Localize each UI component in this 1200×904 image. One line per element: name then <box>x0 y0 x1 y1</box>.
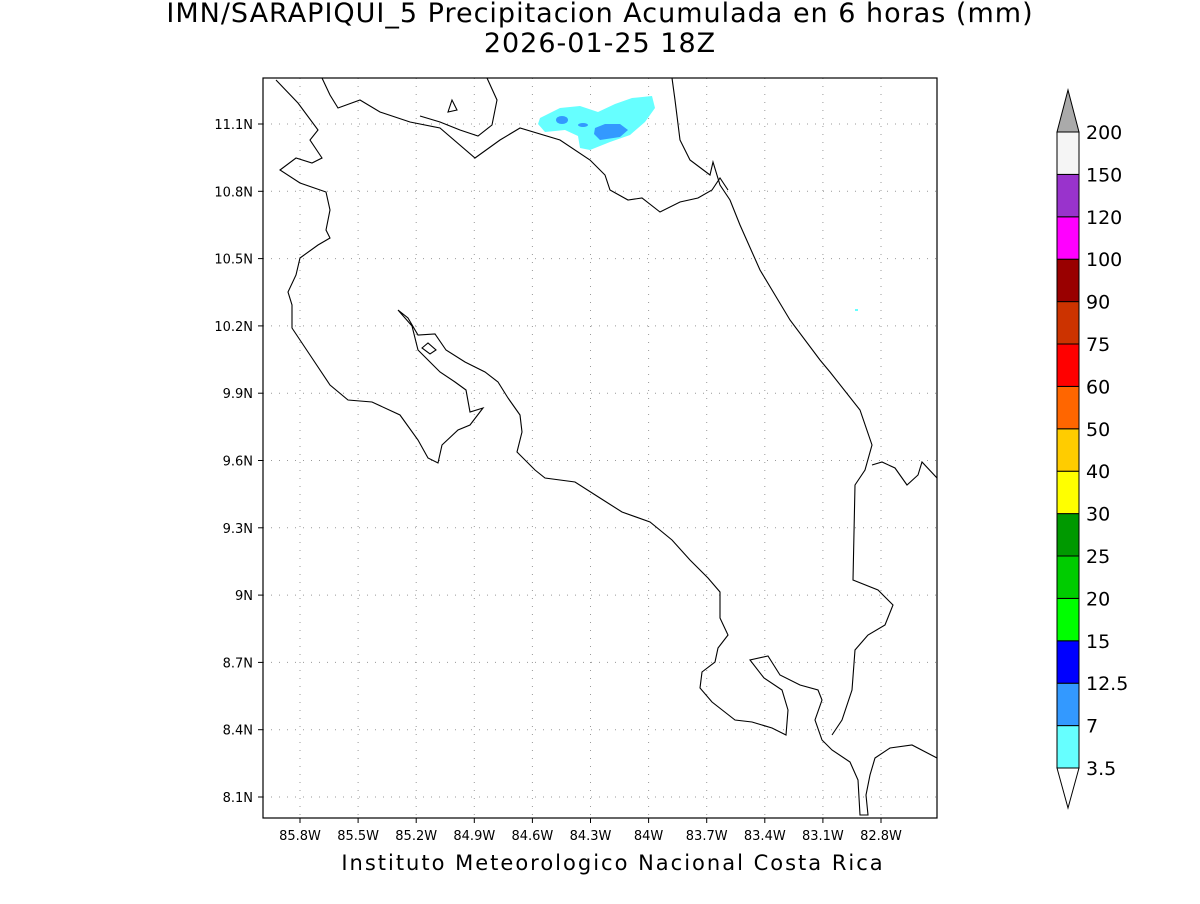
lat-label: 9.6N <box>223 455 253 470</box>
colorbar-label: 150 <box>1086 164 1122 186</box>
northern-border <box>321 77 729 213</box>
colorbar-label: 40 <box>1086 461 1110 483</box>
colorbar-box <box>1056 682 1080 727</box>
graticule: 11.1N 10.8N 10.5N 10.2N 9.9N 9.6N 9.3N 9N 8.7N 8.… <box>214 78 937 844</box>
colorbar-label: 7 <box>1086 716 1098 738</box>
lake-shore <box>419 77 498 355</box>
colorbar-label: 120 <box>1086 207 1122 229</box>
colorbar-label: 75 <box>1086 334 1110 356</box>
colorbar-label: 30 <box>1086 504 1110 526</box>
colorbar-box <box>1056 173 1080 218</box>
precip-core <box>578 123 588 127</box>
title: IMN/SARAPIQUI_5 Precipitacion Acumulada … <box>166 0 1033 29</box>
colorbar-box <box>1056 385 1080 430</box>
precip-core <box>556 116 568 124</box>
colorbar-box <box>1056 597 1080 642</box>
colorbar-extend-low <box>1056 767 1080 810</box>
pacific-coast <box>275 79 938 816</box>
lon-label: 83.7W <box>686 829 728 844</box>
colorbar-box <box>1056 555 1080 599</box>
lat-label: 10.8N <box>214 185 253 200</box>
lon-label: 84W <box>634 829 664 844</box>
colorbar-box <box>1056 428 1080 472</box>
precip-area <box>855 309 858 311</box>
colorbar-label: 60 <box>1086 376 1110 398</box>
lat-label: 10.5N <box>214 253 253 268</box>
lon-label: 82.8W <box>860 829 902 844</box>
lat-label: 9.9N <box>223 387 253 402</box>
colorbar-box <box>1056 640 1080 684</box>
precipitation <box>538 96 858 311</box>
colorbar-label: 200 <box>1086 122 1122 144</box>
lon-label: 84.6W <box>511 829 553 844</box>
lon-label: 84.3W <box>570 829 612 844</box>
lat-label: 11.1N <box>214 118 253 133</box>
colorbar-label: 100 <box>1086 249 1122 271</box>
caribbean-coast <box>671 77 938 736</box>
colorbar-label: 3.5 <box>1086 758 1116 780</box>
subtitle: 2026-01-25 18Z <box>484 28 716 59</box>
colorbar-box <box>1056 258 1080 303</box>
colorbar-label: 25 <box>1086 546 1110 568</box>
lat-label: 9.3N <box>223 522 253 537</box>
colorbar: 3.5 7 12.5 15 20 25 30 40 50 60 75 90 100 120 150 200 <box>1056 88 1128 810</box>
colorbar-label: 12.5 <box>1086 673 1128 695</box>
lat-label: 9N <box>235 589 253 604</box>
colorbar-box <box>1056 470 1080 515</box>
lon-label: 85.8W <box>279 829 321 844</box>
lon-label: 83.1W <box>802 829 844 844</box>
precip-core <box>594 124 628 140</box>
map-frame <box>262 77 938 819</box>
precip-area <box>538 96 655 150</box>
lon-label: 85.5W <box>337 829 379 844</box>
colorbar-label: 15 <box>1086 631 1110 653</box>
lat-label: 8.4N <box>223 724 253 739</box>
lon-label: 85.2W <box>395 829 437 844</box>
colorbar-label: 20 <box>1086 588 1110 610</box>
colorbar-box <box>1056 725 1080 769</box>
coastlines <box>275 77 938 816</box>
lat-label: 10.2N <box>214 320 253 335</box>
colorbar-box <box>1056 216 1080 260</box>
lon-label: 83.4W <box>744 829 786 844</box>
colorbar-label: 50 <box>1086 419 1110 441</box>
colorbar-label: 90 <box>1086 292 1110 314</box>
colorbar-box <box>1056 513 1080 557</box>
lon-label: 84.9W <box>453 829 495 844</box>
lat-label: 8.1N <box>223 791 253 806</box>
colorbar-box <box>1056 131 1080 175</box>
lat-label: 8.7N <box>223 656 253 671</box>
colorbar-extend-high <box>1056 88 1080 133</box>
colorbar-box <box>1056 301 1080 345</box>
colorbar-box <box>1056 343 1080 387</box>
footer: Instituto Meteorologico Nacional Costa R… <box>341 851 884 875</box>
